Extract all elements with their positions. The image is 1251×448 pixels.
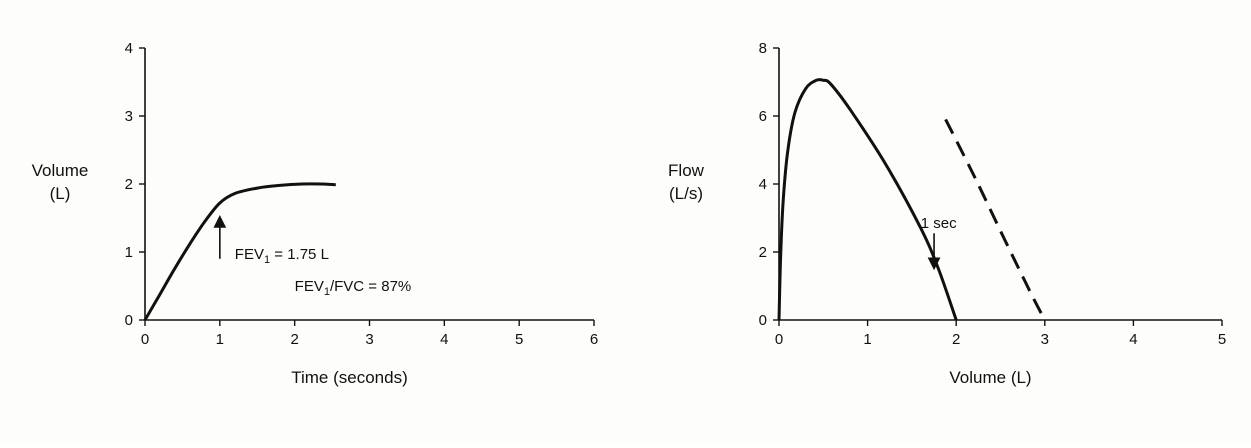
y-tick-label: 8 <box>759 40 767 57</box>
y-tick-label: 0 <box>759 312 767 329</box>
x-tick-label: 2 <box>290 331 298 348</box>
solid-series-line <box>777 78 958 321</box>
annotation-label: FEV1 = 1.75 L <box>235 246 329 266</box>
x-tick-label: 3 <box>1041 331 1049 348</box>
x-tick-label: 6 <box>590 331 598 348</box>
y-axis-title: Volume <box>32 161 89 180</box>
chart-volume-time: 0 1 2 3 4 5 6 0 1 2 3 4 Volume (L) Time (seconds) FEV1 … <box>32 40 599 387</box>
solid-series-line <box>143 182 336 321</box>
y-tick-label: 2 <box>759 244 767 261</box>
x-tick-label: 4 <box>440 331 448 348</box>
y-tick-label: 4 <box>759 176 767 193</box>
x-axis-title: Time (seconds) <box>291 368 408 387</box>
y-tick-label: 3 <box>125 108 133 125</box>
x-tick-label: 3 <box>365 331 373 348</box>
y-tick-label: 4 <box>125 40 133 57</box>
y-axis-title: (L) <box>50 184 71 203</box>
dashed-series-line <box>944 118 1047 321</box>
x-tick-label: 1 <box>216 331 224 348</box>
x-tick-label: 0 <box>775 331 783 348</box>
y-tick-label: 6 <box>759 108 767 125</box>
x-tick-label: 1 <box>863 331 871 348</box>
x-tick-label: 5 <box>515 331 523 348</box>
annotation-label: 1 sec <box>921 215 957 232</box>
y-axis-title: Flow <box>668 161 705 180</box>
annotation-label: FEV1/FVC = 87% <box>295 278 412 298</box>
x-tick-label: 2 <box>952 331 960 348</box>
y-tick-label: 2 <box>125 176 133 193</box>
x-tick-label: 0 <box>141 331 149 348</box>
x-axis-title: Volume (L) <box>949 368 1031 387</box>
y-tick-label: 1 <box>125 244 133 261</box>
chart-flow-volume: 0 1 2 3 4 5 0 2 4 6 8 Flow (L/s) Volume (L) 1 sec <box>668 40 1226 387</box>
x-tick-label: 5 <box>1218 331 1226 348</box>
y-tick-label: 0 <box>125 312 133 329</box>
y-axis-title: (L/s) <box>669 184 703 203</box>
x-tick-label: 4 <box>1129 331 1137 348</box>
